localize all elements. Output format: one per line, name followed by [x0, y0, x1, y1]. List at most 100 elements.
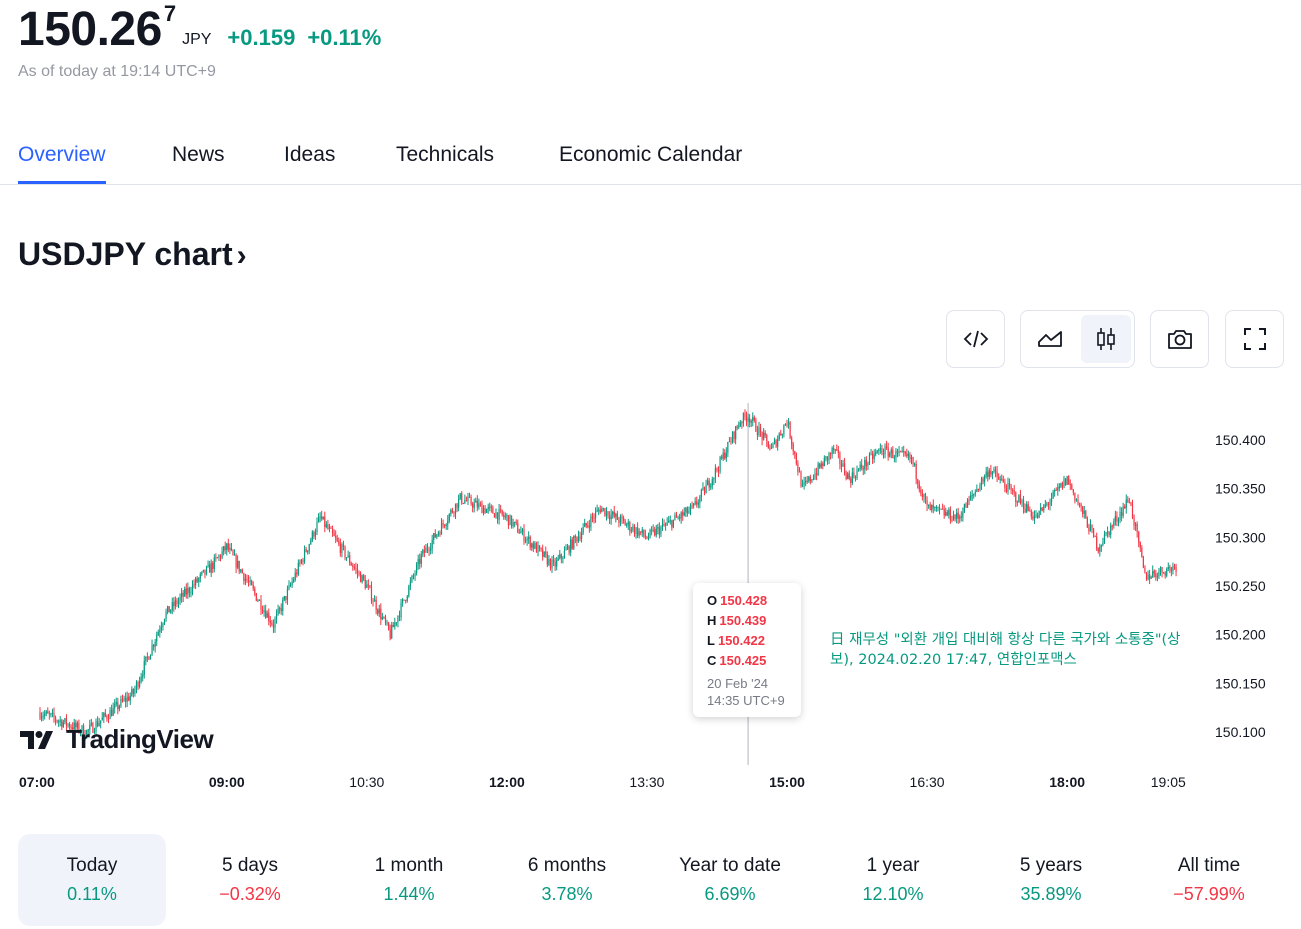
candle-body	[854, 476, 857, 478]
candle-body	[976, 489, 978, 493]
candle-body	[89, 724, 91, 730]
candle-body	[1055, 489, 1057, 491]
period-1-month[interactable]: 1 month 1.44%	[344, 834, 474, 926]
candle-body	[1027, 504, 1029, 511]
candle-body	[1139, 542, 1141, 548]
candle-body	[805, 480, 807, 483]
candle-body	[384, 617, 387, 623]
candle-body	[342, 544, 345, 547]
candle-body	[316, 522, 318, 533]
period-label: 1 month	[374, 855, 444, 876]
candle-body	[766, 435, 768, 442]
period-6-months[interactable]: 6 months 3.78%	[502, 834, 632, 926]
candle-body	[652, 529, 654, 531]
candle-body	[347, 555, 349, 558]
x-tick-label: 07:00	[19, 774, 55, 790]
candle-body	[579, 536, 581, 539]
candles-style-button[interactable]	[1081, 315, 1131, 363]
chart-title-link[interactable]: USDJPY chart ›	[18, 236, 247, 273]
candle-body	[917, 479, 919, 484]
candle-body	[1008, 482, 1011, 487]
candle-body	[780, 433, 782, 436]
candle-body	[971, 495, 973, 497]
candle-body	[1004, 482, 1006, 488]
candle-body	[962, 512, 964, 518]
candle-body	[529, 536, 531, 548]
period-value: −57.99%	[1173, 884, 1245, 904]
tab-economic-calendar[interactable]: Economic Calendar	[559, 143, 743, 166]
candle-body	[1106, 531, 1109, 533]
tooltip-high: H 150.439	[707, 613, 767, 628]
candle-body	[1131, 503, 1134, 518]
period-5-years[interactable]: 5 years 35.89%	[986, 834, 1116, 926]
candle-body	[54, 717, 57, 721]
candle-body	[1029, 510, 1031, 512]
candle-body	[777, 439, 779, 447]
x-tick-label: 16:30	[910, 774, 945, 790]
candle-body	[1086, 518, 1088, 528]
candle-body	[451, 510, 454, 513]
fullscreen-button[interactable]	[1225, 310, 1284, 368]
candle-body	[820, 463, 822, 468]
candle-body	[781, 433, 783, 436]
candle-body	[515, 521, 517, 524]
candle-body	[1172, 566, 1174, 572]
price-change-percent: +0.11%	[307, 25, 382, 50]
period-all-time[interactable]: All time −57.99%	[1146, 834, 1272, 926]
candle-body	[174, 600, 176, 607]
candle-body	[786, 424, 788, 426]
candle-body	[48, 713, 50, 715]
candle-body	[988, 470, 990, 477]
candle-body	[411, 575, 413, 582]
candle-body	[775, 440, 777, 447]
embed-button[interactable]	[946, 310, 1005, 368]
candle-body	[878, 449, 880, 451]
tab-news[interactable]: News	[172, 143, 225, 166]
period-5-days[interactable]: 5 days −0.32%	[186, 834, 314, 926]
candle-body	[1088, 527, 1090, 532]
candle-body	[1111, 525, 1113, 527]
candle-body	[93, 731, 96, 733]
tab-overview[interactable]: Overview	[18, 143, 106, 184]
candle-body	[633, 526, 636, 534]
candle-body	[700, 489, 703, 497]
tab-ideas[interactable]: Ideas	[284, 143, 336, 166]
line-style-button[interactable]	[1025, 315, 1075, 363]
news-annotation[interactable]: 日 재무성 "외환 개입 대비해 항상 다른 국가와 소통중"(상보), 202…	[830, 632, 1181, 668]
candle-body	[272, 624, 275, 628]
price-chart[interactable]: 150.400 150.350 150.300 150.250 150.200 150.1…	[0, 395, 1301, 800]
candle-body	[1130, 502, 1132, 504]
candle-body	[689, 505, 692, 511]
candle-body	[408, 586, 410, 597]
candle-body	[870, 453, 872, 455]
tab-technicals[interactable]: Technicals	[396, 143, 495, 166]
snapshot-button[interactable]	[1150, 310, 1209, 368]
tradingview-logo[interactable]: TradingView	[20, 724, 214, 755]
candle-body	[1044, 504, 1046, 506]
period-1-year[interactable]: 1 year 12.10%	[830, 834, 956, 926]
candle-body	[1150, 576, 1152, 579]
candle-body	[170, 609, 172, 613]
candle-body	[914, 463, 916, 465]
candle-body	[538, 545, 541, 549]
candle-body	[104, 713, 106, 716]
candle-body	[990, 470, 992, 475]
period-value: 12.10%	[862, 884, 924, 904]
candle-body	[731, 431, 734, 442]
x-tick-label: 09:00	[209, 774, 245, 790]
period-year-to-date[interactable]: Year to date 6.69%	[658, 834, 802, 926]
period-today[interactable]: Today 0.11%	[18, 834, 166, 926]
candle-body	[909, 453, 911, 459]
candle-body	[1125, 499, 1127, 509]
candle-body	[255, 593, 257, 601]
candle-body	[420, 554, 422, 564]
candle-body	[504, 516, 506, 518]
candle-body	[39, 712, 41, 719]
candle-body	[630, 530, 632, 532]
candle-body	[599, 509, 601, 513]
candle-body	[747, 418, 749, 422]
candle-body	[1040, 507, 1042, 511]
candle-body	[503, 514, 505, 517]
candle-body	[223, 546, 225, 552]
candle-body	[106, 715, 108, 719]
